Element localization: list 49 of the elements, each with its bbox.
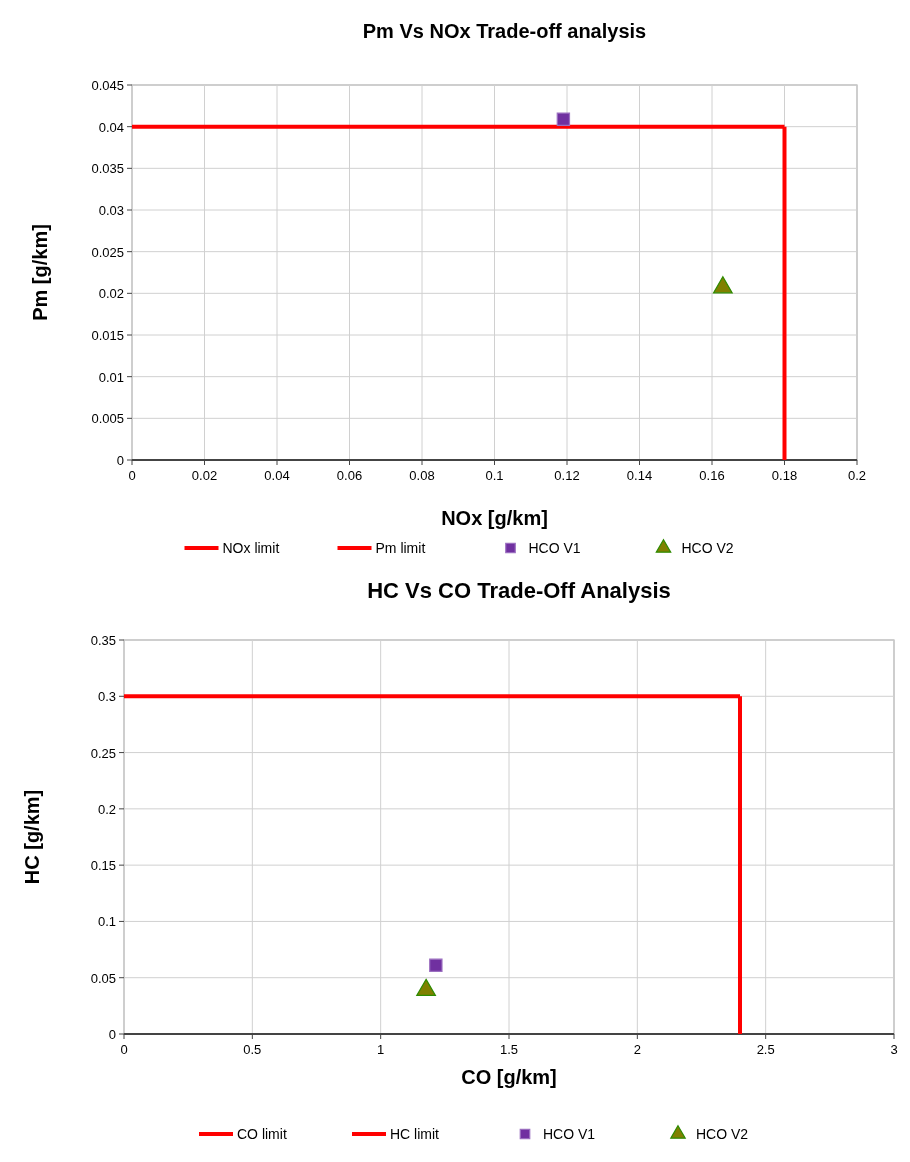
legend-label: HCO V2 bbox=[681, 540, 734, 556]
y-tick-label: 0.02 bbox=[98, 286, 124, 302]
y-tick-label: 0.3 bbox=[97, 689, 116, 705]
y-tick-label: 0 bbox=[116, 453, 124, 468]
legend-label: HCO V1 bbox=[528, 540, 581, 556]
y-tick-label: 0.015 bbox=[91, 328, 124, 343]
y-tick-label: 0 bbox=[108, 1027, 116, 1042]
x-tick-label: 0.08 bbox=[409, 468, 435, 483]
x-tick-label: 0.02 bbox=[191, 468, 218, 483]
legend-label: NOx limit bbox=[222, 540, 280, 556]
y-tick-label: 0.035 bbox=[91, 161, 124, 177]
x-tick-label: 3 bbox=[890, 1042, 898, 1057]
x-axis-title: NOx [g/km] bbox=[441, 507, 548, 529]
x-tick-label: 2 bbox=[633, 1042, 641, 1057]
legend-label: CO limit bbox=[237, 1126, 287, 1142]
legend-label: HCO V1 bbox=[543, 1126, 596, 1142]
y-tick-label: 0.005 bbox=[91, 411, 124, 427]
x-axis-title: CO [g/km] bbox=[461, 1066, 557, 1088]
x-tick-label: 0.06 bbox=[336, 468, 363, 483]
x-tick-label: 0.18 bbox=[771, 468, 798, 483]
x-tick-label: 2.5 bbox=[756, 1042, 775, 1057]
y-tick-label: 0.025 bbox=[91, 244, 124, 260]
y-tick-label: 0.045 bbox=[91, 78, 124, 93]
y-tick-label: 0.15 bbox=[90, 858, 116, 874]
chart-title: HC Vs CO Trade-Off Analysis bbox=[367, 578, 671, 603]
x-tick-label: 0.1 bbox=[485, 468, 504, 483]
x-tick-label: 0.12 bbox=[554, 468, 580, 483]
x-tick-label: 1 bbox=[377, 1042, 385, 1057]
y-tick-label: 0.25 bbox=[90, 745, 116, 761]
y-tick-label: 0.2 bbox=[97, 801, 116, 817]
x-tick-label: 0.16 bbox=[699, 468, 725, 483]
legend-label: HCO V2 bbox=[696, 1126, 749, 1142]
x-tick-label: 1.5 bbox=[499, 1042, 519, 1057]
x-tick-label: 0.5 bbox=[243, 1042, 262, 1057]
y-tick-label: 0.05 bbox=[90, 970, 116, 986]
y-axis-title: HC [g/km] bbox=[21, 789, 43, 885]
y-tick-label: 0.03 bbox=[98, 203, 124, 218]
x-tick-label: 0 bbox=[128, 468, 136, 483]
y-axis-title: Pm [g/km] bbox=[29, 224, 51, 321]
y-tick-label: 0.1 bbox=[97, 914, 116, 930]
chart-title: Pm Vs NOx Trade-off analysis bbox=[362, 20, 647, 42]
y-tick-label: 0.35 bbox=[90, 633, 116, 648]
y-tick-label: 0.01 bbox=[98, 369, 124, 385]
y-tick-label: 0.04 bbox=[98, 119, 124, 135]
legend-label: Pm limit bbox=[375, 540, 426, 556]
x-tick-label: 0.04 bbox=[264, 468, 290, 483]
legend-label: HC limit bbox=[390, 1126, 440, 1142]
x-tick-label: 0.2 bbox=[847, 468, 867, 483]
x-tick-label: 0.14 bbox=[626, 468, 653, 483]
